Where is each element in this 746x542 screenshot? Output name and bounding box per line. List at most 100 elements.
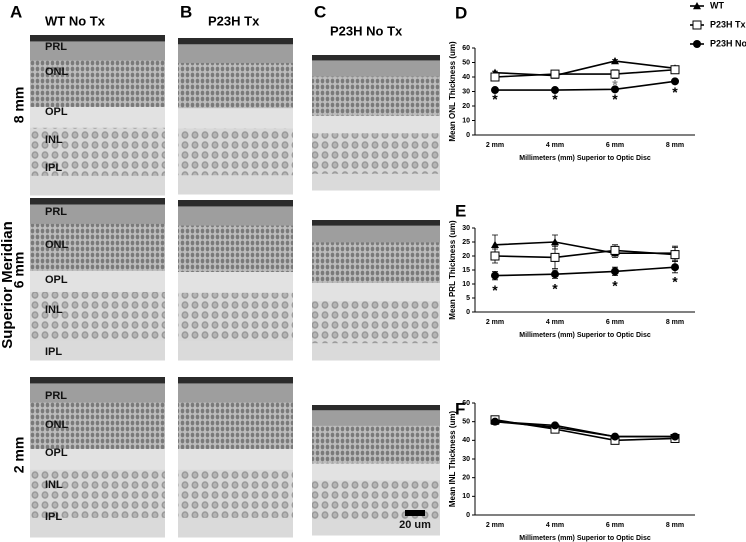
tissue-layer [30,340,165,361]
row-label: 6 mm [11,252,27,289]
micrographs: A WT No Tx B P23H Tx C P23H No Tx Superior Mer… [0,2,440,538]
series-line [494,249,676,259]
tissue-layer [30,60,165,108]
tissue-layer [178,449,293,471]
tissue-layer [178,517,293,538]
tissue-layer [312,225,440,243]
tissue-layer [312,76,440,117]
layer-label: IPL [45,511,62,523]
y-tick-label: 0 [466,309,470,316]
marker [550,252,560,262]
y-tick-label: 10 [462,281,470,288]
x-tick-label: 8 mm [666,142,684,149]
significance-mark: * [492,91,498,107]
x-tick-label: 4 mm [546,319,564,326]
x-tick-label: 6 mm [606,319,624,326]
y-tick-label: 50 [462,59,470,66]
layer-label: IPL [45,346,62,358]
tissue-layer [178,44,293,64]
marker [610,69,620,79]
y-tick-label: 30 [462,456,470,463]
y-tick-label: 60 [462,400,470,407]
y-tick-label: 5 [466,295,470,302]
y-tick-label: 10 [462,117,470,124]
tissue-layer [30,107,165,129]
marker [693,2,701,10]
x-tick-label: 4 mm [546,522,564,529]
panel-letter: B [180,2,192,21]
tissue-layer [178,402,293,450]
significance-mark: * [672,274,678,290]
y-axis-label: Mean INL Thickness (um) [448,411,457,508]
marker [610,245,620,255]
y-tick-label: 15 [462,267,470,274]
tissue-layer [30,204,165,225]
scale-bar-label: 20 um [399,519,431,531]
micrograph [178,200,293,361]
series-line [494,419,676,442]
x-tick-label: 2 mm [486,319,504,326]
tissue-layer [312,115,440,134]
marker [491,417,499,426]
tissue-layer [178,225,293,273]
y-tick-label: 20 [462,253,470,260]
tissue-layer [312,343,440,361]
micrograph [312,55,440,191]
tissue-layer [30,517,165,538]
layer-label: ONL [45,419,69,431]
marker [692,20,702,30]
marker [491,271,499,280]
tissue-layer [30,270,165,293]
micrograph [30,377,165,538]
tissue-layer [312,463,440,481]
significance-mark: * [672,84,678,100]
y-tick-label: 0 [466,512,470,519]
tissue-layer [30,41,165,62]
tissue-layer [312,173,440,191]
x-tick-label: 8 mm [666,319,684,326]
y-tick-label: 25 [462,239,470,246]
marker [611,432,619,441]
tissue-layer [178,128,293,176]
tissue-layer [178,206,293,227]
x-axis-label: Millimeters (mm) Superior to Optic Disc [519,155,651,162]
marker [491,86,499,95]
y-axis-label: Mean PRL Thickness (um) [448,220,457,320]
panel-letter: D [455,3,467,22]
marker [611,85,619,94]
tissue-layer [312,60,440,78]
panel-title: P23H Tx [208,13,260,28]
marker [693,40,701,48]
micrograph [312,220,440,361]
significance-mark: * [612,278,618,294]
series-line [495,80,676,91]
layer-label: IPL [45,162,62,174]
x-tick-label: 2 mm [486,522,504,529]
tissue-layer [312,133,440,175]
marker [670,65,680,75]
panel-title: WT No Tx [45,13,106,28]
tissue-layer [312,283,440,302]
tissue-layer [30,383,165,404]
layer-label: INL [45,304,63,316]
tissue-layer [312,405,440,411]
series-line [494,266,676,277]
tissue-layer [30,291,165,342]
tissue-layer [178,175,293,195]
meridian-label: Superior Meridian [0,221,16,349]
tissue-layer [30,469,165,519]
micrograph [312,405,440,536]
tissue-layer [30,223,165,272]
series-line [494,420,675,438]
tissue-layer [30,127,165,177]
series-line [494,68,676,78]
marker [551,238,559,246]
marker [550,69,560,79]
tissue-layer [30,377,165,384]
y-tick-label: 20 [462,475,470,482]
marker [491,240,499,248]
layer-label: INL [45,479,63,491]
layer-label: OPL [45,274,68,286]
marker [611,57,619,65]
